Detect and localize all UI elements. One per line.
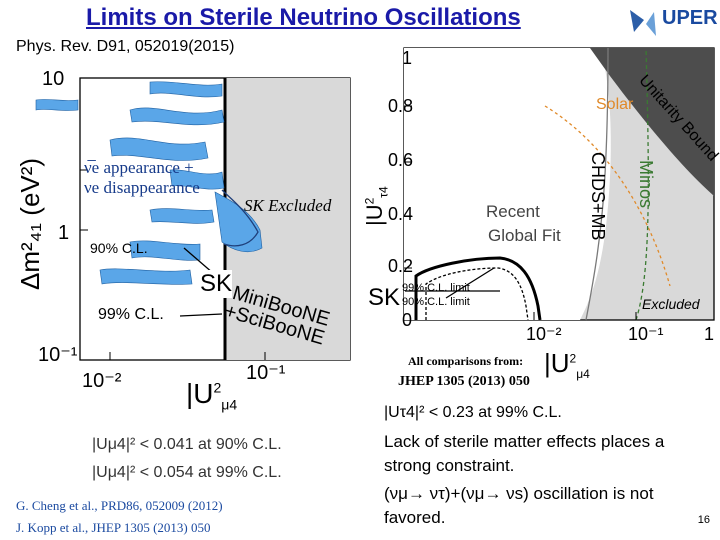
solar-label: Solar <box>596 96 634 113</box>
right-exclusion-plot <box>403 47 715 321</box>
chds-label: CHDS+MB <box>588 152 608 241</box>
legend-disappearance: νe disappearance <box>84 178 200 197</box>
left-x-tick-1: 10⁻² <box>82 370 122 392</box>
left-y-axis-label: Δm²₄₁ (eV²) <box>15 157 45 290</box>
slide-title: Limits on Sterile Neutrino Oscillations <box>86 4 521 31</box>
minos-label: Minos <box>636 160 656 209</box>
limit99-label: 99% C.L. limit <box>402 282 470 294</box>
super-k-logo: UPER <box>630 7 718 36</box>
bottom-right-line4: (νμ→ ντ)+(νμ→ νs) oscillation is not <box>384 484 654 503</box>
sk-excluded-label: SK Excluded <box>244 196 332 215</box>
ref-cheng: G. Cheng et al., PRD86, 052009 (2012) <box>16 498 223 513</box>
right-sk-label: SK <box>368 284 401 311</box>
unitarity-region <box>590 48 714 196</box>
left-x-axis-label: |U2μ4 <box>186 378 238 413</box>
right-y-tick-6: 0 <box>402 310 413 330</box>
cl99-label: 99% C.L. <box>98 306 164 323</box>
left-exclusion-plot <box>35 77 351 361</box>
left-sk-label: SK <box>200 270 233 298</box>
limit90-label: 90% C.L. limit <box>402 296 470 308</box>
left-y-tick-2: 1 <box>58 222 70 244</box>
right-y-tick-2: 0.8 <box>388 96 414 116</box>
right-y-tick-1: 1 <box>402 48 413 68</box>
bottom-left-line1: |Uμ4|² < 0.041 at 90% C.L. <box>92 436 282 453</box>
right-x-tick-2: 10⁻² <box>526 324 562 344</box>
left-y-tick-3: 10⁻¹ <box>38 344 78 366</box>
bottom-right-line1: |Uτ4|² < 0.23 at 99% C.L. <box>384 404 562 421</box>
left-x-tick-2: 10⁻¹ <box>246 362 286 384</box>
right-y-tick-4: 0.4 <box>388 204 414 224</box>
left-y-tick-1: 10 <box>42 68 65 90</box>
comparisons-label: All comparisons from: <box>408 354 524 368</box>
right-x-axis-label: |U2μ4 <box>544 348 590 382</box>
excluded-label: Excluded <box>642 296 700 312</box>
right-y-axis-label: |U2τ4 <box>362 186 391 226</box>
recent-label-2: Global Fit <box>488 226 561 245</box>
bottom-right-line3: strong constraint. <box>384 456 515 475</box>
bottom-right-line2: Lack of sterile matter effects places a <box>384 432 665 451</box>
right-x-tick-4: 1 <box>704 324 715 344</box>
cl90-label: 90% C.L. <box>90 240 148 256</box>
sk-99-limit <box>414 256 542 321</box>
right-x-tick-3: 10⁻¹ <box>628 324 664 344</box>
allowed-regions <box>35 81 263 285</box>
right-y-tick-5: 0.2 <box>388 256 414 276</box>
jhep-label: JHEP 1305 (2013) 050 <box>398 374 530 389</box>
recent-label-1: Recent <box>486 202 540 221</box>
ref-kopp: J. Kopp et al., JHEP 1305 (2013) 050 <box>16 520 211 535</box>
bottom-right-line5: favored. <box>384 508 446 527</box>
legend-appearance: ν̅e appearance + <box>84 158 194 177</box>
reference: Phys. Rev. D91, 052019(2015) <box>16 38 235 55</box>
page-number: 16 <box>697 514 710 526</box>
logo-text: UPER <box>662 7 718 29</box>
bottom-left-line2: |Uμ4|² < 0.054 at 99% C.L. <box>92 464 282 481</box>
right-y-tick-3: 0.6 <box>388 150 414 170</box>
sk-90-limit <box>425 267 529 321</box>
